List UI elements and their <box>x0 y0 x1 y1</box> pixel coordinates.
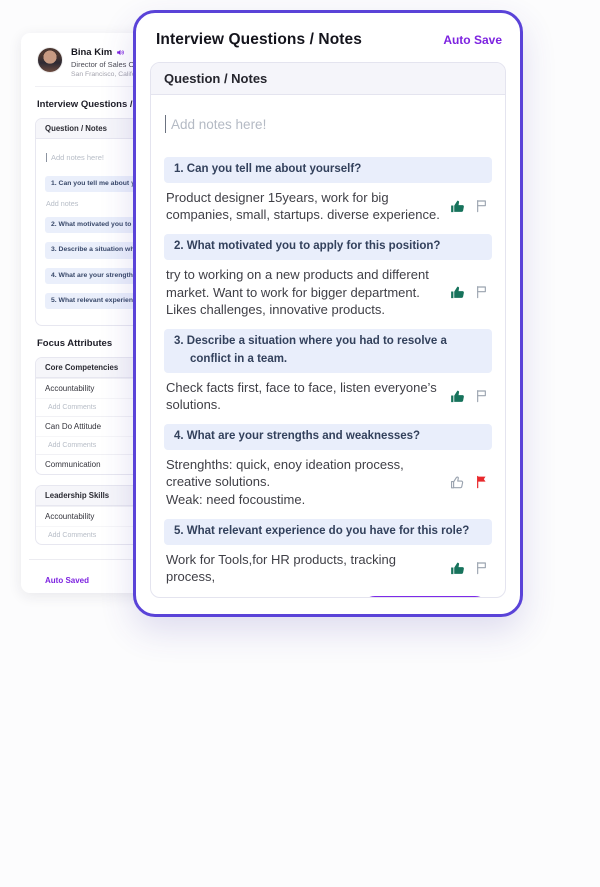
flag-icon[interactable] <box>474 474 490 490</box>
flag-icon[interactable] <box>474 284 490 300</box>
candidate-title: Director of Sales Operat <box>71 60 152 69</box>
question-header: 2. What motivated you to apply for this … <box>164 234 492 260</box>
avatar <box>37 47 63 73</box>
bg-notes-input[interactable]: Add notes here! <box>46 153 291 162</box>
qa-item-4: 4. What are your strengths and weaknesse… <box>164 414 492 509</box>
answer-text[interactable]: Strenghths: quick, enoy ideation process… <box>166 456 404 508</box>
candidate-name: Bina Kim <box>71 47 113 58</box>
flag-icon[interactable] <box>474 198 490 214</box>
flag-icon[interactable] <box>474 388 490 404</box>
question-header: 5. What relevant experience do you have … <box>164 518 492 545</box>
question-header: 4. What are your strengths and weaknesse… <box>164 423 492 450</box>
answer-text[interactable]: try to working on a new products and dif… <box>166 266 429 318</box>
answer-text[interactable]: Work for Tools,for HR products, tracking… <box>166 551 396 585</box>
question-notes-header: Question / Notes <box>151 63 505 95</box>
auto-saved-status: Auto Saved <box>45 575 90 585</box>
qa-item-1: 1. Can you tell me about yourself? Produ… <box>164 147 492 224</box>
question-notes-panel: Question / Notes Add notes here! 1. Can … <box>150 62 506 598</box>
modal-title: Interview Questions / Notes <box>156 31 362 48</box>
thumbs-up-icon[interactable] <box>449 284 466 301</box>
candidate-location: San Francisco, California, <box>71 71 149 78</box>
text-cursor <box>165 115 166 133</box>
question-header: 1. Can you tell me about yourself? <box>164 157 492 183</box>
thumbs-up-icon[interactable] <box>449 198 466 215</box>
question-header: 3. Describe a situation where you had to… <box>164 328 492 373</box>
auto-save-status: Auto Save <box>443 33 502 47</box>
bg-section-title: Interview Questions / Not <box>37 99 152 110</box>
bg-answer-input-1[interactable]: Add notes <box>46 199 79 209</box>
flag-icon[interactable] <box>474 560 490 576</box>
qa-item-3: 3. Describe a situation where you had to… <box>164 319 492 414</box>
thumbs-up-icon[interactable] <box>449 560 466 577</box>
speaker-icon[interactable] <box>116 48 125 57</box>
thumbs-up-icon[interactable] <box>449 388 466 405</box>
polish-notes-button[interactable]: Polish Notes <box>360 595 490 597</box>
answer-text[interactable]: Check facts first, face to face, listen … <box>166 379 437 413</box>
focus-attributes-title: Focus Attributes <box>37 337 113 349</box>
thumbs-up-icon[interactable] <box>449 474 466 491</box>
interview-notes-modal: Interview Questions / Notes Auto Save Qu… <box>133 10 523 617</box>
notes-input-placeholder: Add notes here! <box>171 116 267 132</box>
qa-item-5: 5. What relevant experience do you have … <box>164 509 492 586</box>
answer-text[interactable]: Product designer 15years, work for big c… <box>166 189 440 223</box>
notes-input[interactable]: Add notes here! <box>165 115 492 133</box>
qa-item-2: 2. What motivated you to apply for this … <box>164 224 492 319</box>
notes-area: Add notes here! 1. Can you tell me about… <box>151 95 505 597</box>
